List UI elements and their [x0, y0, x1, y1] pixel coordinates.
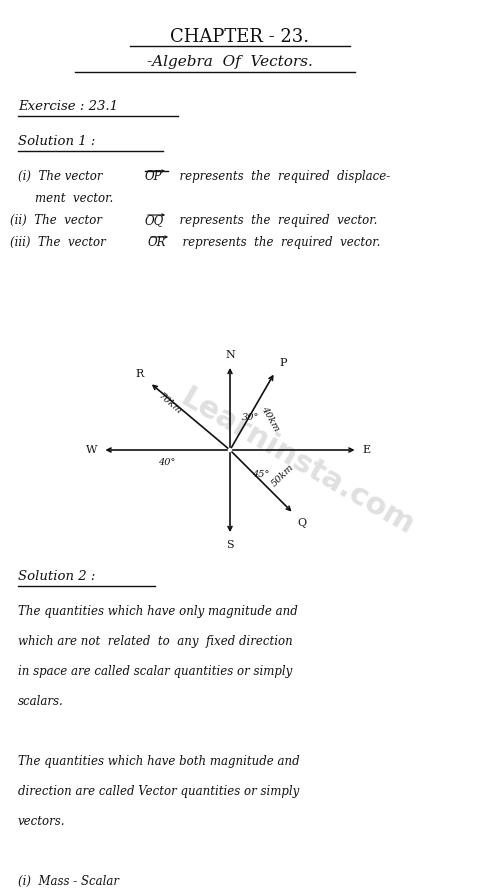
- Text: Learninsta.com: Learninsta.com: [176, 383, 420, 541]
- Text: represents  the  required  vector.: represents the required vector.: [175, 236, 380, 249]
- Text: which are not  related  to  any  fixed direction: which are not related to any fixed direc…: [18, 635, 293, 648]
- Text: 70km: 70km: [156, 392, 184, 416]
- Text: CHAPTER - 23.: CHAPTER - 23.: [170, 28, 310, 46]
- Text: 40km: 40km: [259, 405, 280, 433]
- Text: 30°: 30°: [242, 413, 259, 422]
- Text: direction are called Vector quantities or simply: direction are called Vector quantities o…: [18, 785, 299, 798]
- Text: vectors.: vectors.: [18, 815, 65, 828]
- Text: S: S: [226, 540, 234, 550]
- Text: R: R: [135, 369, 144, 378]
- Text: The quantities which have both magnitude and: The quantities which have both magnitude…: [18, 755, 300, 768]
- Text: scalars.: scalars.: [18, 695, 64, 708]
- Text: Q: Q: [298, 518, 307, 527]
- Text: Solution 2 :: Solution 2 :: [18, 570, 96, 583]
- Text: 40°: 40°: [157, 458, 175, 467]
- Text: in space are called scalar quantities or simply: in space are called scalar quantities or…: [18, 665, 292, 678]
- Text: P: P: [279, 358, 287, 368]
- Text: The quantities which have only magnitude and: The quantities which have only magnitude…: [18, 605, 298, 618]
- Text: E: E: [362, 445, 371, 455]
- Text: Solution 1 :: Solution 1 :: [18, 135, 96, 148]
- Text: OP: OP: [145, 170, 163, 183]
- Text: N: N: [225, 350, 235, 360]
- Text: 50km: 50km: [270, 463, 296, 488]
- Text: ment  vector.: ment vector.: [35, 192, 113, 205]
- Text: OQ: OQ: [145, 214, 164, 227]
- Text: (ii)  The  vector: (ii) The vector: [10, 214, 109, 227]
- Text: OR: OR: [148, 236, 167, 249]
- Text: 45°: 45°: [252, 470, 269, 479]
- Text: -Algebra  Of  Vectors.: -Algebra Of Vectors.: [147, 55, 313, 69]
- Text: (i)  The vector: (i) The vector: [18, 170, 110, 183]
- Text: (iii)  The  vector: (iii) The vector: [10, 236, 113, 249]
- Text: represents  the  required  vector.: represents the required vector.: [172, 214, 377, 227]
- Text: Exercise : 23.1: Exercise : 23.1: [18, 100, 118, 113]
- Text: represents  the  required  displace-: represents the required displace-: [172, 170, 390, 183]
- Text: (i)  Mass - Scalar: (i) Mass - Scalar: [18, 875, 119, 888]
- Text: W: W: [86, 445, 97, 455]
